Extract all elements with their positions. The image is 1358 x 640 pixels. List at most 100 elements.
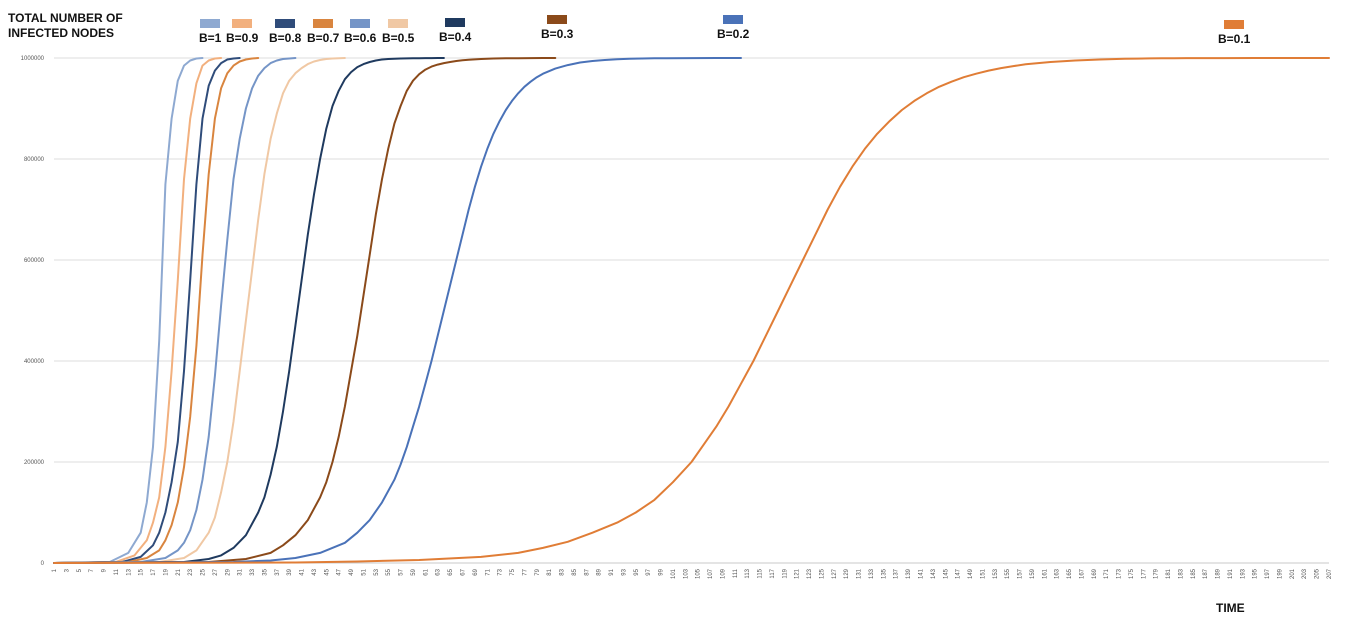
legend-swatch bbox=[388, 19, 408, 28]
legend-label: B=0.4 bbox=[439, 30, 472, 44]
legend-swatch bbox=[723, 15, 743, 24]
x-tick-label: 155 bbox=[1005, 568, 1011, 579]
x-tick-label: 179 bbox=[1154, 568, 1160, 579]
x-tick-label: 25 bbox=[201, 568, 207, 575]
legend-label: B=0.9 bbox=[226, 31, 259, 45]
x-tick-label: 55 bbox=[386, 568, 392, 575]
x-tick-label: 1 bbox=[52, 568, 58, 572]
x-tick-label: 141 bbox=[919, 568, 925, 579]
legend-swatch bbox=[547, 15, 567, 24]
x-tick-label: 135 bbox=[881, 568, 887, 579]
x-tick-label: 41 bbox=[300, 568, 306, 575]
x-tick-label: 53 bbox=[374, 568, 380, 575]
x-tick-label: 61 bbox=[423, 568, 429, 575]
x-tick-label: 19 bbox=[163, 568, 169, 575]
x-tick-label: 207 bbox=[1327, 568, 1333, 579]
x-tick-label: 31 bbox=[238, 568, 244, 575]
x-tick-label: 175 bbox=[1129, 568, 1135, 579]
y-tick-label: 400000 bbox=[24, 359, 45, 365]
x-tick-label: 199 bbox=[1277, 568, 1283, 579]
legend-swatch bbox=[1224, 20, 1244, 29]
x-tick-label: 9 bbox=[102, 568, 108, 572]
series-line-B=0.6 bbox=[53, 57, 297, 564]
series-line-B=0.4 bbox=[53, 57, 445, 564]
x-tick-label: 145 bbox=[943, 568, 949, 579]
x-tick-label: 107 bbox=[708, 568, 714, 579]
y-tick-label: 800000 bbox=[24, 157, 45, 163]
x-tick-label: 7 bbox=[89, 568, 95, 572]
x-tick-label: 17 bbox=[151, 568, 157, 575]
x-tick-label: 191 bbox=[1228, 568, 1234, 579]
x-tick-label: 187 bbox=[1203, 568, 1209, 579]
series-line-B=0.9 bbox=[53, 57, 223, 564]
legend-label: B=0.7 bbox=[307, 31, 340, 45]
series-line-B=0.3 bbox=[53, 57, 557, 564]
x-axis-title: TIME bbox=[1216, 601, 1245, 615]
x-tick-label: 195 bbox=[1253, 568, 1259, 579]
x-tick-label: 165 bbox=[1067, 568, 1073, 579]
x-tick-label: 65 bbox=[448, 568, 454, 575]
x-tick-label: 111 bbox=[733, 568, 739, 578]
x-tick-label: 177 bbox=[1141, 568, 1147, 579]
x-tick-label: 143 bbox=[931, 568, 937, 579]
x-tick-label: 137 bbox=[894, 568, 900, 579]
x-tick-label: 133 bbox=[869, 568, 875, 579]
series-lines bbox=[53, 57, 1330, 564]
x-tick-label: 35 bbox=[262, 568, 268, 575]
x-tick-label: 129 bbox=[844, 568, 850, 579]
y-tick-label: 0 bbox=[41, 561, 45, 567]
x-tick-label: 77 bbox=[522, 568, 528, 575]
x-tick-label: 15 bbox=[139, 568, 145, 575]
x-tick-label: 119 bbox=[782, 568, 788, 578]
x-tick-label: 87 bbox=[584, 568, 590, 575]
legend-label: B=1 bbox=[199, 31, 222, 45]
x-tick-label: 139 bbox=[906, 568, 912, 579]
x-tick-label: 93 bbox=[621, 568, 627, 575]
x-tick-label: 197 bbox=[1265, 568, 1271, 579]
x-tick-label: 5 bbox=[77, 568, 83, 572]
x-tick-label: 23 bbox=[188, 568, 194, 575]
x-tick-label: 185 bbox=[1191, 568, 1197, 579]
gridlines bbox=[54, 57, 1329, 564]
x-tick-label: 57 bbox=[399, 568, 405, 575]
x-tick-label: 159 bbox=[1030, 568, 1036, 579]
x-tick-label: 97 bbox=[646, 568, 652, 575]
x-tick-label: 63 bbox=[436, 568, 442, 575]
x-tick-label: 113 bbox=[745, 568, 751, 578]
x-tick-label: 83 bbox=[560, 568, 566, 575]
x-tick-label: 11 bbox=[114, 568, 120, 575]
x-tick-label: 153 bbox=[993, 568, 999, 579]
x-tick-label: 73 bbox=[498, 568, 504, 575]
x-tick-label: 33 bbox=[250, 568, 256, 575]
x-axis-ticks: 1 3 5 7 9 11 13 15 17 19 21 23 25 27 29 31 33 35 37 39 41 43 4… bbox=[52, 568, 1333, 579]
x-tick-label: 131 bbox=[857, 568, 863, 579]
x-tick-label: 27 bbox=[213, 568, 219, 575]
x-tick-label: 37 bbox=[275, 568, 281, 575]
legend-swatch bbox=[313, 19, 333, 28]
series-line-B=0.8 bbox=[53, 57, 241, 564]
x-tick-label: 115 bbox=[758, 568, 764, 578]
y-tick-label: 600000 bbox=[24, 258, 45, 264]
x-tick-label: 117 bbox=[770, 568, 776, 578]
x-tick-label: 173 bbox=[1117, 568, 1123, 579]
x-tick-label: 169 bbox=[1092, 568, 1098, 579]
legend-swatch bbox=[232, 19, 252, 28]
series-line-B=0.7 bbox=[53, 57, 260, 564]
x-tick-label: 43 bbox=[312, 568, 318, 575]
x-tick-label: 89 bbox=[597, 568, 603, 575]
x-tick-label: 205 bbox=[1315, 568, 1321, 579]
x-tick-label: 21 bbox=[176, 568, 182, 575]
x-tick-label: 45 bbox=[324, 568, 330, 575]
x-tick-label: 81 bbox=[547, 568, 553, 575]
y-tick-label: 200000 bbox=[24, 460, 45, 466]
x-tick-label: 127 bbox=[832, 568, 838, 579]
x-tick-label: 181 bbox=[1166, 568, 1172, 579]
x-tick-label: 161 bbox=[1042, 568, 1048, 579]
x-tick-label: 95 bbox=[634, 568, 640, 575]
series-line-B=0.5 bbox=[53, 57, 346, 564]
x-tick-label: 49 bbox=[349, 568, 355, 575]
series-line-B=0.2 bbox=[53, 57, 742, 564]
x-tick-label: 101 bbox=[671, 568, 677, 579]
legend-swatch bbox=[350, 19, 370, 28]
x-tick-label: 47 bbox=[337, 568, 343, 575]
